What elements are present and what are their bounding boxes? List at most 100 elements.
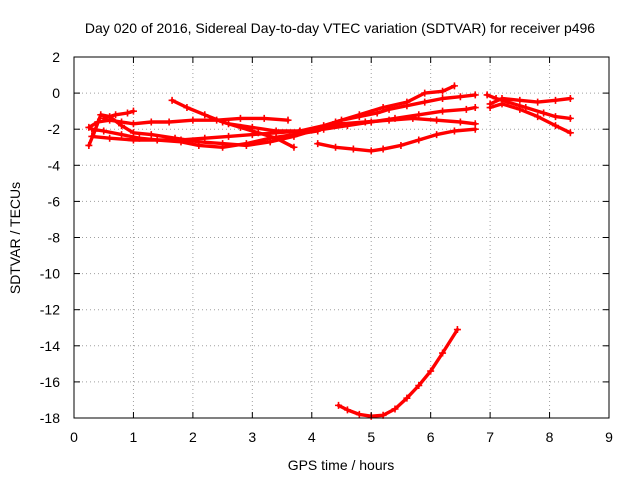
data-point <box>320 122 328 130</box>
data-point <box>415 136 423 144</box>
data-point <box>355 113 363 121</box>
data-point <box>165 118 173 126</box>
data-point <box>284 116 292 124</box>
x-tick-label: 2 <box>189 429 197 445</box>
x-tick-label: 0 <box>70 429 78 445</box>
series-layer <box>85 82 574 420</box>
y-tick-label: -8 <box>48 230 61 246</box>
data-point <box>552 122 559 130</box>
data-point <box>272 134 280 142</box>
data-point <box>129 129 137 137</box>
data-point <box>129 107 137 115</box>
y-tick-label: 2 <box>52 49 60 65</box>
y-tick-label: -18 <box>40 410 60 426</box>
data-point <box>147 131 155 139</box>
data-point <box>91 127 99 135</box>
data-point <box>492 95 500 103</box>
data-point <box>433 131 441 139</box>
data-point <box>471 104 479 112</box>
data-point <box>272 127 280 135</box>
data-point <box>534 98 542 106</box>
data-point <box>219 118 227 126</box>
ticks <box>73 56 610 419</box>
x-tick-label: 6 <box>427 429 435 445</box>
data-point <box>450 82 458 90</box>
data-point <box>97 111 105 119</box>
data-point <box>260 114 268 122</box>
series-track-4 <box>85 111 479 149</box>
series-track-10 <box>483 91 574 122</box>
data-point <box>415 111 423 119</box>
data-point <box>379 145 387 153</box>
data-point <box>118 131 126 139</box>
series-line <box>316 127 477 153</box>
data-point <box>483 91 491 99</box>
x-tick-label: 5 <box>367 429 375 445</box>
data-point <box>373 109 381 117</box>
data-point <box>290 132 298 140</box>
data-point <box>540 109 548 117</box>
x-tick-label: 9 <box>605 429 613 445</box>
y-tick-label: -2 <box>48 121 61 137</box>
data-point <box>486 104 494 112</box>
data-point <box>566 95 574 103</box>
series-track-7 <box>225 91 479 135</box>
series-line <box>336 327 460 418</box>
data-point <box>248 123 256 131</box>
data-point <box>147 118 155 126</box>
data-point <box>385 105 393 113</box>
data-point <box>516 96 524 104</box>
data-point <box>153 136 161 144</box>
data-point <box>498 100 506 108</box>
data-point <box>415 382 423 390</box>
data-point <box>225 120 233 128</box>
data-point <box>552 96 559 104</box>
data-point <box>106 134 114 142</box>
x-tick-label: 7 <box>486 429 494 445</box>
data-point <box>183 104 191 112</box>
x-axis-label: GPS time / hours <box>288 457 395 473</box>
series-track-8 <box>314 125 479 155</box>
tick-labels: 0 1 2 3 4 5 6 7 8 9 2 0 -2 -4 -6 -8 -10 -12 -14 -16 -18 <box>40 49 613 445</box>
series-track-12 <box>335 326 461 420</box>
data-point <box>112 111 120 119</box>
chart-title: Day 020 of 2016, Sidereal Day-to-day VTE… <box>85 20 595 36</box>
data-point <box>168 96 176 104</box>
data-point <box>534 113 542 121</box>
y-tick-label: -12 <box>40 302 60 318</box>
data-point <box>85 141 93 149</box>
data-point <box>332 143 340 151</box>
data-point <box>236 114 244 122</box>
data-point <box>462 105 470 113</box>
data-point <box>397 141 405 149</box>
data-point <box>566 129 574 137</box>
data-point <box>439 107 447 115</box>
data-point <box>456 118 464 126</box>
y-tick-label: -16 <box>40 374 60 390</box>
data-point <box>338 116 345 124</box>
data-point <box>391 405 399 413</box>
data-point <box>266 138 274 146</box>
data-point <box>100 114 108 122</box>
x-tick-label: 3 <box>248 429 256 445</box>
data-point <box>439 349 447 357</box>
data-point <box>242 141 250 149</box>
data-point <box>129 120 137 128</box>
series-line <box>102 109 136 121</box>
data-point <box>195 138 203 146</box>
data-point <box>453 326 461 334</box>
data-point <box>522 104 530 112</box>
y-tick-label: -4 <box>48 157 61 173</box>
series-track-5 <box>100 107 137 122</box>
data-point <box>456 93 464 101</box>
data-point <box>552 113 559 121</box>
data-point <box>171 134 179 142</box>
y-tick-label: -10 <box>40 266 60 282</box>
y-tick-label: -14 <box>40 338 60 354</box>
data-point <box>118 122 126 130</box>
data-point <box>254 129 262 137</box>
data-point <box>471 91 479 99</box>
data-point <box>403 102 411 110</box>
data-point <box>409 114 417 122</box>
